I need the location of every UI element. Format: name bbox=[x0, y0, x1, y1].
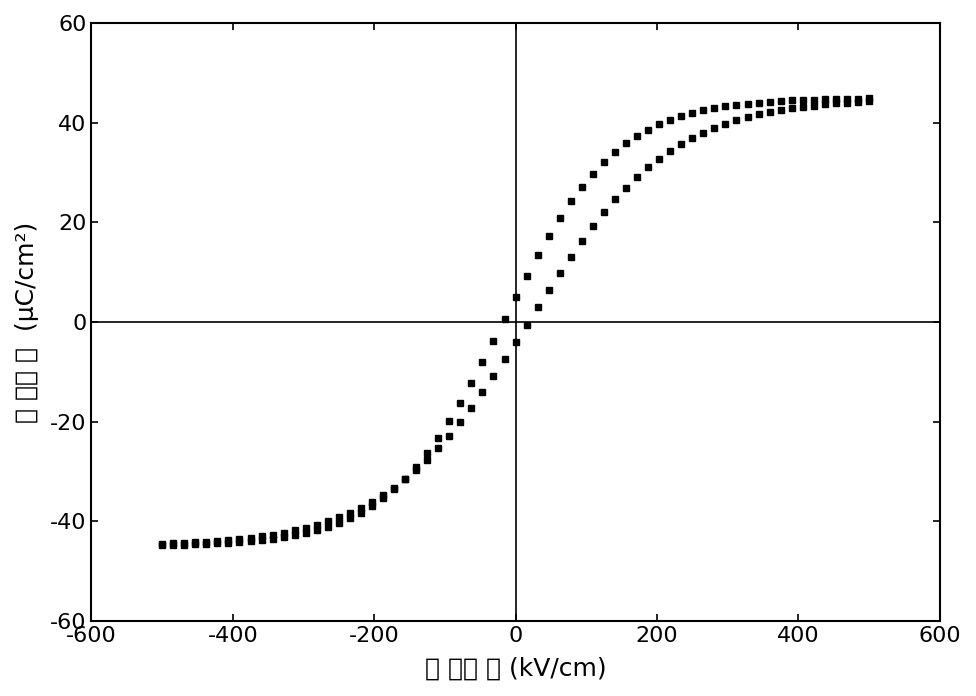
X-axis label: 电 场强 度 (kV/cm): 电 场强 度 (kV/cm) bbox=[425, 657, 606, 681]
Y-axis label: 极 化强 度  (μC/cm²): 极 化强 度 (μC/cm²) bbox=[15, 221, 39, 422]
